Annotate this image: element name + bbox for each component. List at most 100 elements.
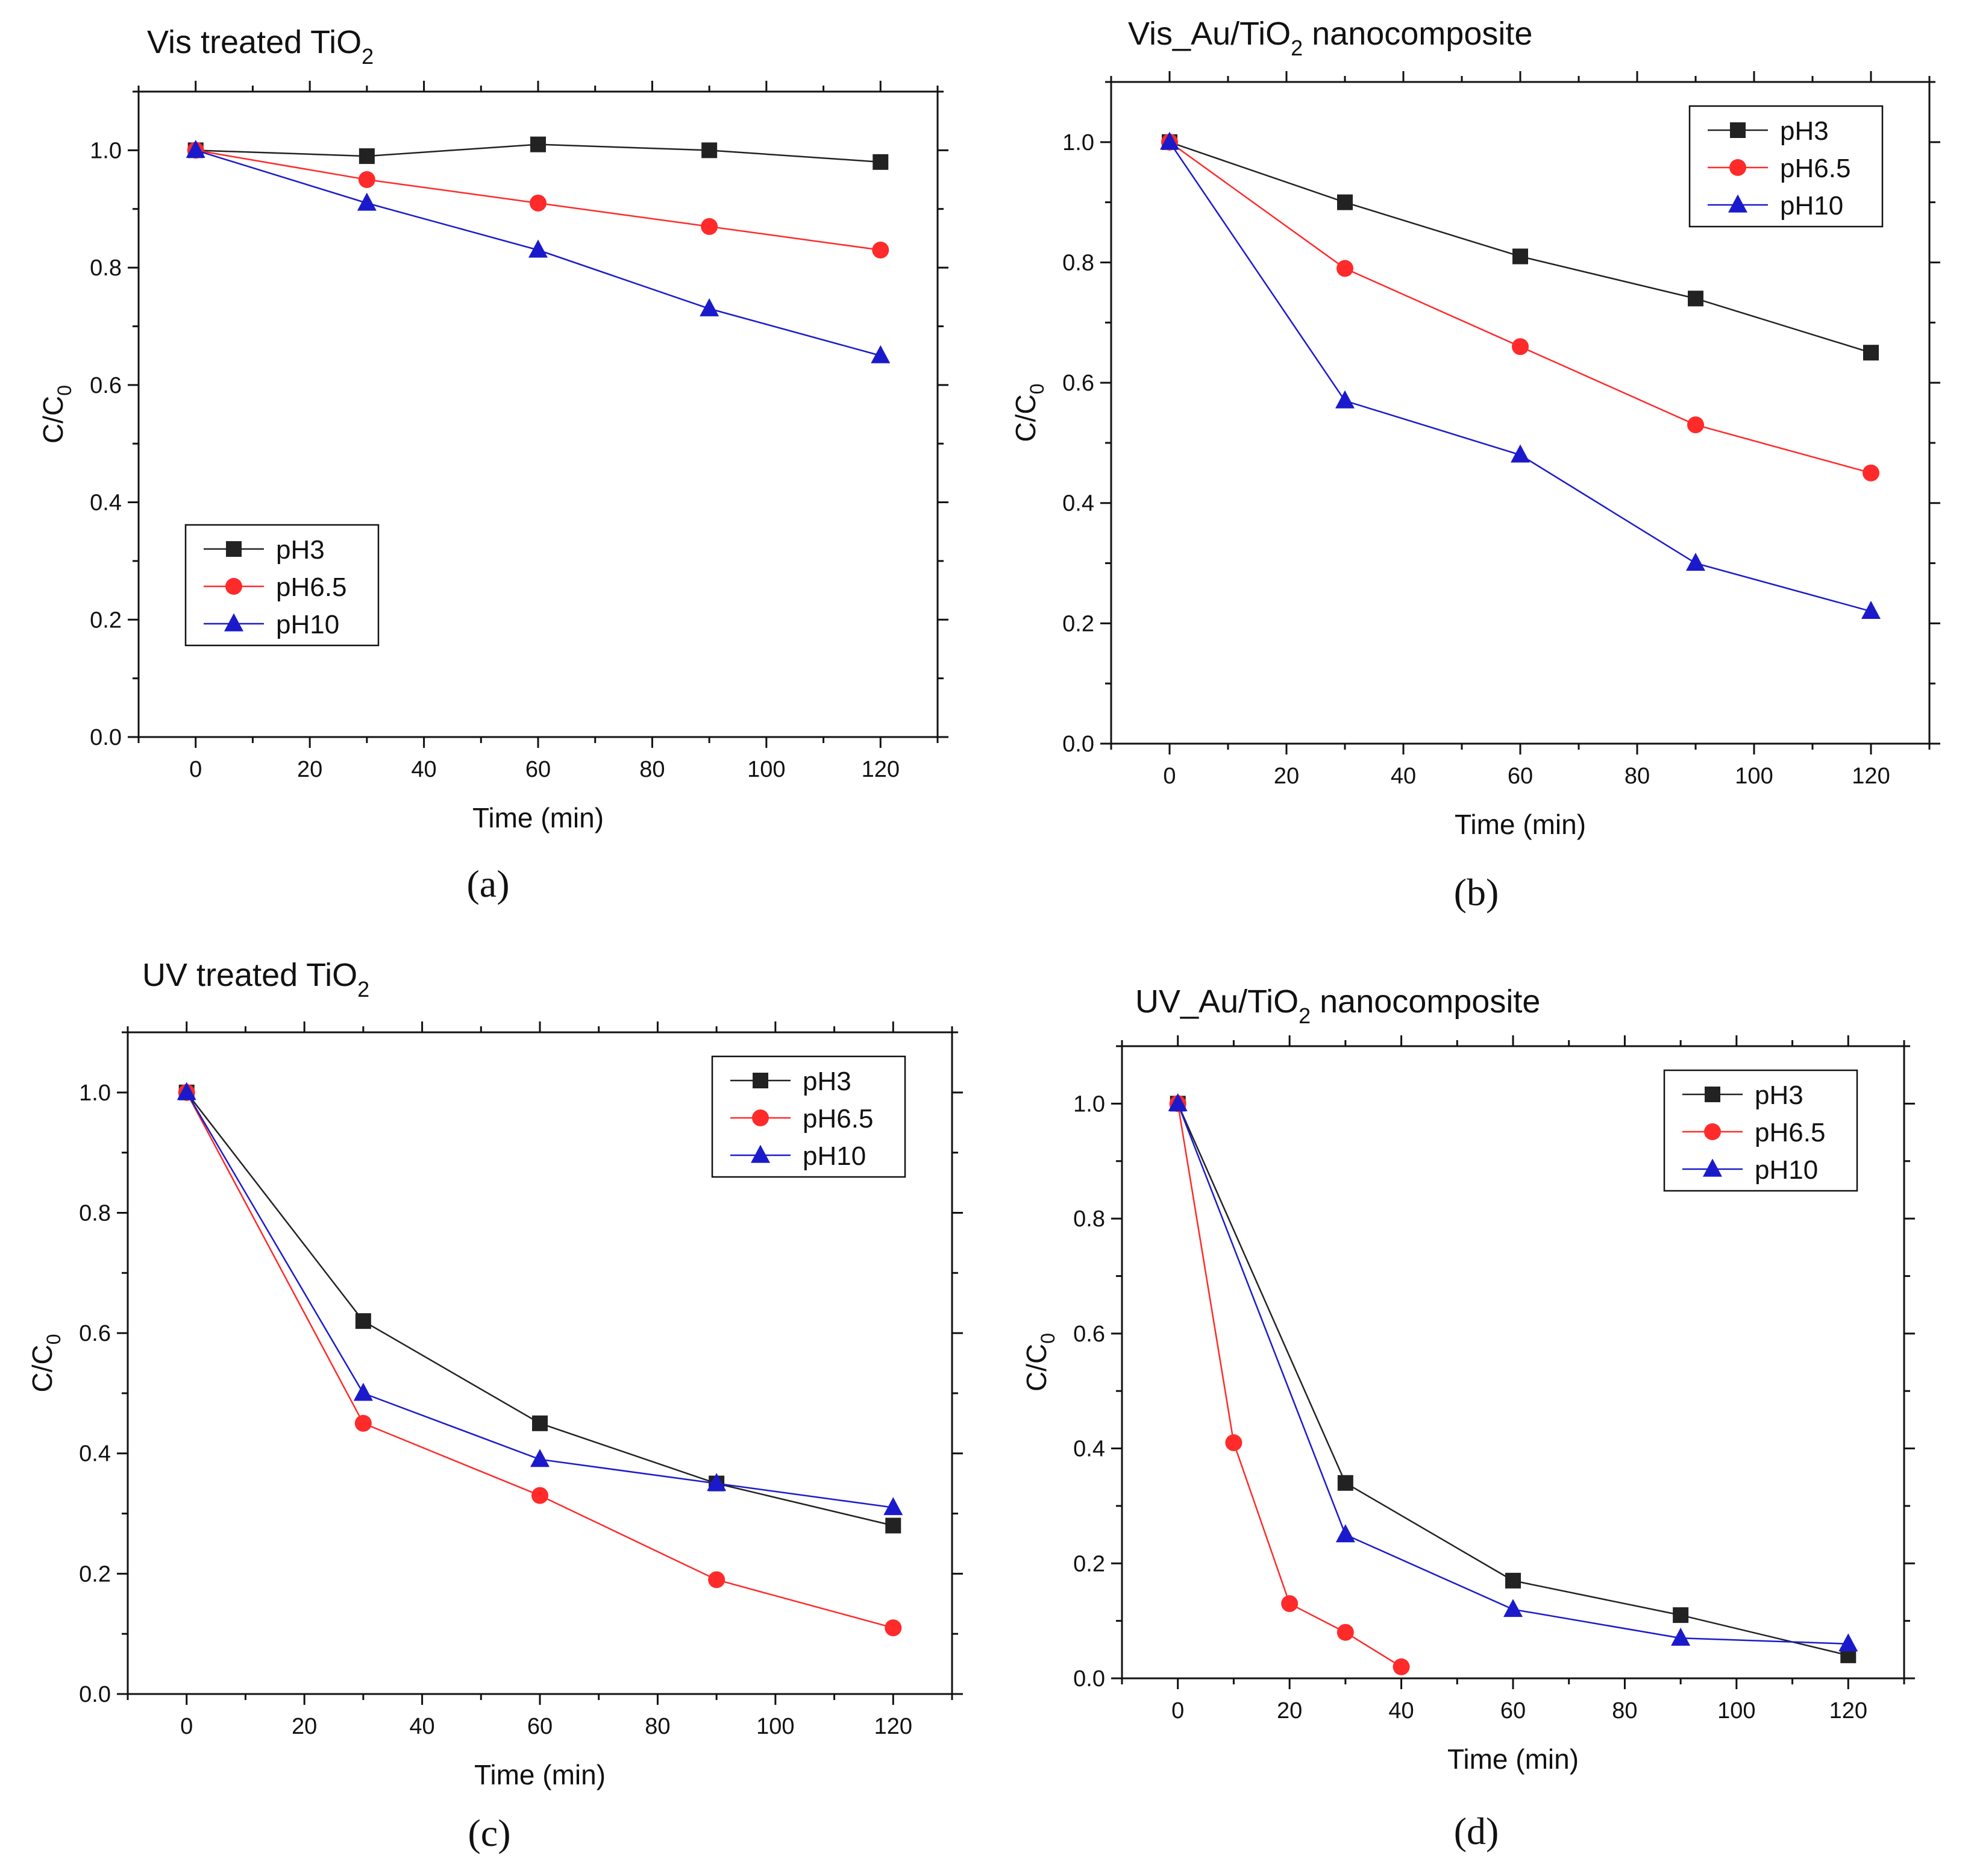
data-point [1225, 1434, 1242, 1452]
y-tick-label: 0.2 [90, 607, 122, 633]
series-pH10 [177, 1082, 903, 1516]
y-tick-label: 0.0 [79, 1682, 111, 1707]
chart-title-subscript: 2 [357, 977, 369, 1002]
y-axis-label: C/C0 [27, 1334, 64, 1392]
legend-marker [1705, 1087, 1720, 1102]
x-tick-label: 60 [525, 757, 551, 782]
legend-label: pH10 [276, 610, 339, 639]
panel-label: (d) [1454, 1810, 1499, 1852]
data-point [358, 171, 375, 189]
data-point [872, 241, 889, 259]
x-tick-label: 100 [747, 757, 785, 782]
legend-marker [1728, 194, 1747, 213]
legend-label: pH10 [803, 1141, 866, 1171]
y-tick-label: 0.6 [1062, 371, 1094, 396]
legend: pH3 pH6.5 pH10 [1663, 1069, 1858, 1192]
series-pH10 [186, 140, 891, 363]
data-point [883, 1497, 903, 1516]
data-point [530, 194, 547, 212]
panel-label-wrap: (b) [1454, 871, 1499, 914]
data-point [1335, 1524, 1355, 1543]
x-tick-label: 0 [189, 757, 202, 782]
data-point [1281, 1595, 1299, 1613]
y-axis-label-subscript: 0 [1037, 1333, 1059, 1344]
x-tick-label: 20 [1277, 1698, 1302, 1724]
chart-title-main: Vis treated TiO [147, 24, 362, 60]
x-tick-label: 60 [1500, 1698, 1526, 1724]
x-axis-label: Time (min) [1447, 1743, 1579, 1775]
chart-title-main: UV_Au/TiO [1135, 983, 1299, 1020]
x-tick-label: 100 [1735, 764, 1773, 789]
y-axis-label: C/C0 [37, 385, 75, 444]
legend-box [184, 524, 380, 647]
y-axis-label-main: C/C [37, 396, 69, 444]
legend: pH3 pH6.5 pH10 [184, 524, 380, 647]
chart-title-suffix: nanocomposite [1303, 16, 1532, 52]
chart-title-subscript: 2 [362, 44, 374, 69]
data-point [530, 136, 546, 152]
x-tick-label: 80 [645, 1714, 670, 1739]
x-tick-label: 80 [1612, 1698, 1637, 1724]
legend-label: pH6.5 [1755, 1118, 1825, 1147]
data-point [873, 154, 889, 170]
legend-label: pH3 [803, 1067, 851, 1096]
y-tick-label: 0.6 [90, 373, 122, 398]
legend-marker [1730, 122, 1746, 138]
x-tick-label: 60 [1508, 764, 1533, 789]
y-axis-label-subscript: 0 [43, 1334, 64, 1344]
y-axis-label-subscript: 0 [1026, 383, 1048, 394]
chart-title: UV treated TiO2 [142, 957, 369, 1002]
legend-label: pH3 [276, 535, 325, 565]
x-tick-label: 80 [639, 757, 665, 782]
data-point [357, 192, 377, 211]
data-point [177, 1082, 196, 1100]
data-point [1335, 390, 1355, 409]
series-pH6.5 [1169, 1095, 1410, 1675]
y-tick-label: 0.8 [79, 1200, 111, 1226]
data-point [1393, 1658, 1410, 1675]
x-tick-label: 20 [1274, 764, 1299, 789]
y-tick-label: 1.0 [1073, 1091, 1105, 1117]
data-point [359, 148, 375, 165]
series-pH10 [1160, 131, 1881, 619]
chart-title-subscript: 2 [1299, 1003, 1311, 1028]
x-tick-label: 120 [874, 1714, 912, 1739]
x-axis-label: Time (min) [1455, 809, 1586, 840]
chart-title: Vis_Au/TiO2 nanocomposite [1128, 16, 1532, 60]
data-point [1687, 416, 1704, 433]
legend-label: pH3 [1780, 116, 1829, 146]
y-axis-label-main: C/C [27, 1344, 58, 1392]
y-tick-label: 1.0 [90, 138, 122, 163]
data-point [707, 1473, 727, 1492]
y-tick-label: 0.4 [1062, 491, 1094, 516]
y-tick-label: 0.8 [90, 256, 122, 281]
legend-box [711, 1055, 906, 1178]
data-point [701, 142, 718, 158]
y-axis-label-subscript: 0 [54, 385, 75, 396]
data-point [1861, 601, 1881, 619]
chart-title-subscript: 2 [1291, 36, 1303, 60]
data-point [531, 1487, 548, 1504]
x-tick-label: 60 [527, 1714, 553, 1739]
panel-label-wrap: (c) [468, 1812, 510, 1854]
data-point [1838, 1633, 1858, 1652]
panel-label: (c) [468, 1812, 510, 1854]
legend-marker [751, 1144, 770, 1163]
x-tick-label: 0 [180, 1714, 193, 1739]
legend-marker [224, 613, 243, 632]
chart-title: Vis treated TiO2 [147, 24, 374, 69]
legend-box [1688, 105, 1884, 228]
y-tick-label: 1.0 [1062, 130, 1094, 155]
data-point [1686, 553, 1705, 571]
legend-marker [753, 1073, 768, 1088]
y-tick-label: 0.2 [1073, 1551, 1105, 1576]
x-tick-label: 120 [862, 757, 900, 782]
x-tick-label: 20 [292, 1714, 317, 1739]
x-tick-label: 0 [1171, 1698, 1184, 1724]
x-tick-label: 20 [297, 757, 322, 782]
y-tick-label: 0.4 [1073, 1437, 1105, 1462]
data-point [1336, 1623, 1354, 1641]
